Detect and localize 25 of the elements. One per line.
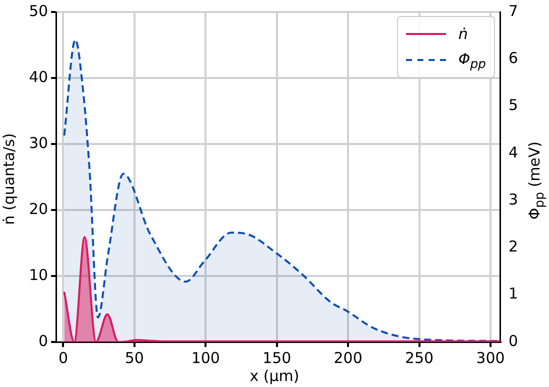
legend-label: Φ$_{pp}$ <box>458 50 486 70</box>
y2-tick-label: 7 <box>508 2 518 20</box>
y2-tick-label: 4 <box>508 143 518 162</box>
y-tick-label: 40 <box>28 68 48 86</box>
y-axis-title: ṅ (quanta/s) <box>0 133 18 225</box>
x-tick-label: 150 <box>262 348 292 367</box>
y2-tick-label: 0 <box>508 332 518 350</box>
x-tick-label: 50 <box>124 348 144 367</box>
y-tick-label: 20 <box>28 200 48 218</box>
x-tick-label: 200 <box>334 348 362 367</box>
x-tick-label: 250 <box>404 348 434 367</box>
y2-tick-label: 2 <box>508 238 518 256</box>
y2-tick-label: 1 <box>508 284 518 303</box>
x-axis-title: x (µm) <box>248 367 300 385</box>
y2-tick-label: 6 <box>508 49 518 68</box>
y-tick-label: 0 <box>38 332 48 350</box>
y-tick-label: 10 <box>28 266 48 284</box>
x-tick-label: 0 <box>58 348 68 367</box>
y2-tick-label: 3 <box>508 190 518 208</box>
x-tick-label: 300 <box>476 348 505 367</box>
x-tick-label: 100 <box>191 348 220 367</box>
y-tick-label: 50 <box>28 2 48 20</box>
y-tick-label: 30 <box>28 134 48 152</box>
legend-label: ṅ <box>458 25 468 43</box>
y2-tick-label: 5 <box>508 96 518 114</box>
